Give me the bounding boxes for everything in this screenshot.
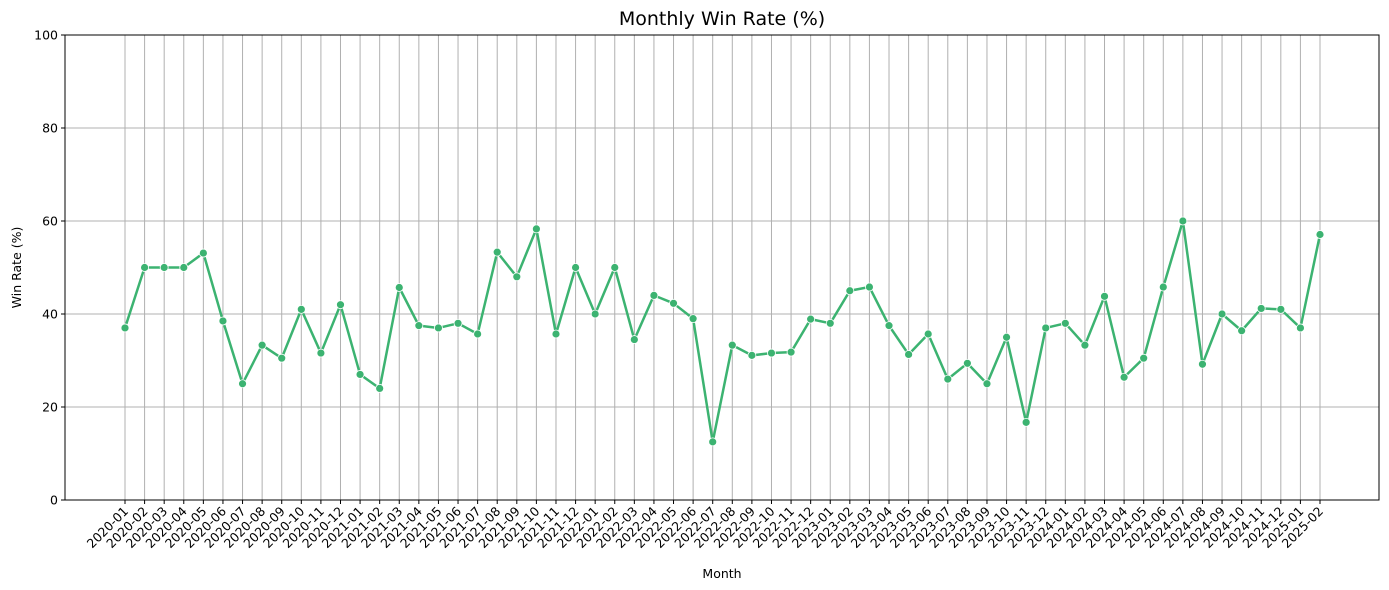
data-point [1080, 340, 1090, 350]
data-point [708, 437, 718, 447]
data-point [1100, 291, 1109, 301]
data-point [1237, 326, 1247, 336]
y-tick-label: 0 [50, 493, 58, 508]
data-point [414, 321, 424, 331]
series-line [123, 219, 1322, 444]
data-point [140, 263, 149, 272]
data-point [296, 304, 306, 314]
data-point [1119, 372, 1129, 382]
y-axis-ticks: 0 20 40 60 80 100 [34, 28, 65, 508]
data-point [806, 314, 816, 324]
y-tick-label: 60 [42, 214, 58, 229]
x-axis-label: Month [702, 566, 741, 581]
data-point [355, 370, 365, 379]
data-point [238, 379, 247, 389]
data-point [1198, 359, 1207, 369]
data-point [1276, 304, 1286, 314]
data-point [492, 247, 502, 257]
series-layer [120, 216, 1325, 447]
data-point [884, 321, 894, 331]
data-point [767, 348, 776, 358]
data-point [1139, 353, 1149, 363]
data-point [904, 350, 914, 359]
data-point [1041, 323, 1051, 333]
data-point [571, 263, 580, 272]
y-tick-label: 40 [42, 307, 58, 322]
data-point [179, 263, 189, 272]
data-point [159, 263, 169, 272]
data-point [943, 374, 953, 384]
data-point [590, 309, 600, 319]
data-point [923, 329, 933, 339]
data-point [1256, 304, 1266, 313]
data-point [434, 323, 443, 333]
data-point [473, 329, 483, 339]
data-point [198, 248, 208, 258]
data-point [629, 335, 639, 344]
y-tick-label: 20 [42, 400, 58, 415]
y-tick-label: 100 [34, 28, 58, 43]
data-point [316, 348, 326, 358]
data-point [1002, 332, 1011, 342]
data-point [120, 323, 130, 333]
y-tick-label: 80 [42, 121, 58, 136]
data-point [747, 350, 757, 360]
data-point [1158, 282, 1168, 292]
y-axis-label: Win Rate (%) [9, 227, 24, 309]
data-point [336, 300, 345, 310]
data-point [375, 383, 385, 393]
data-point [845, 286, 855, 296]
data-point [669, 298, 678, 308]
data-point [531, 224, 541, 234]
data-point [786, 347, 796, 357]
data-point [453, 318, 463, 328]
data-point [688, 314, 698, 324]
data-point [1315, 230, 1325, 239]
data-point [727, 340, 737, 350]
data-point [1296, 323, 1305, 333]
chart-title: Monthly Win Rate (%) [619, 8, 825, 30]
data-point [1217, 309, 1227, 319]
data-point [551, 329, 561, 339]
data-point [649, 290, 659, 300]
data-point [865, 282, 874, 292]
data-point [1060, 318, 1070, 328]
data-point [218, 316, 228, 326]
data-point [277, 353, 287, 363]
plot-area-frame [64, 34, 1380, 501]
data-point [512, 272, 522, 282]
data-point [962, 358, 972, 368]
data-point [394, 283, 404, 292]
data-point [1178, 216, 1188, 226]
data-point [257, 340, 267, 350]
data-point [982, 379, 992, 389]
data-point [1021, 417, 1031, 427]
data-point [610, 263, 620, 272]
data-point [825, 318, 835, 328]
